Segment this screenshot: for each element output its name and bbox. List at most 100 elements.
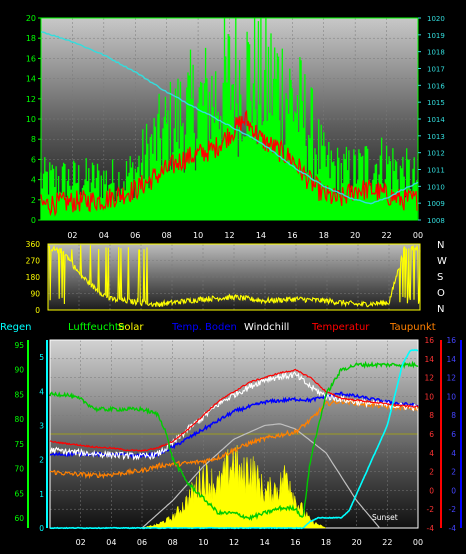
pressure-y-tick: 1011 xyxy=(427,167,445,175)
compass-letter: N xyxy=(437,304,444,315)
pressure-y-tick: 1017 xyxy=(427,66,445,74)
sunset-label: Sunset xyxy=(372,513,398,522)
direction-y-tick: 180 xyxy=(26,273,41,282)
ground-temp-y-tick: 14 xyxy=(446,355,456,364)
pressure-y-tick: 1009 xyxy=(427,200,445,208)
lower-x-tick: 12 xyxy=(229,538,239,547)
legend-item: Temp. Boden xyxy=(171,322,237,333)
wind-y-tick: 4 xyxy=(31,176,36,185)
pressure-y-tick: 1018 xyxy=(427,49,445,57)
temp-y-tick: 8 xyxy=(429,411,434,420)
rain-y-tick: 4 xyxy=(39,387,44,396)
wind-y-tick: 20 xyxy=(26,14,36,23)
lower-x-tick: 08 xyxy=(168,538,178,547)
direction-y-tick: 360 xyxy=(26,240,41,249)
wind-y-tick: 6 xyxy=(31,155,36,164)
temp-y-tick: 4 xyxy=(429,449,434,458)
wind-series xyxy=(40,18,419,220)
pressure-axis-title: Luftdruck xyxy=(371,2,421,14)
lower-x-tick: 14 xyxy=(260,538,270,547)
temp-y-tick: -2 xyxy=(427,505,435,514)
humidity-y-tick: 85 xyxy=(14,390,24,399)
legend-item: Taupunkt xyxy=(389,322,436,333)
wind-y-tick: 8 xyxy=(31,135,36,144)
pressure-y-tick: 1010 xyxy=(427,183,445,191)
legend-item: Luftfeuchte xyxy=(68,322,125,333)
rain-y-tick: 2 xyxy=(39,456,44,465)
wind-axis-title: Windstärke xyxy=(35,2,94,14)
lower-x-tick: 06 xyxy=(137,538,147,547)
temp-y-tick: -4 xyxy=(427,524,435,533)
ground-temp-y-tick: 16 xyxy=(446,336,456,345)
legend-item: Solar xyxy=(118,322,144,333)
lower-line-series xyxy=(49,349,419,530)
ground-temp-y-tick: 4 xyxy=(451,449,456,458)
humidity-y-tick: 80 xyxy=(14,415,24,424)
pressure-y-tick: 1013 xyxy=(427,133,445,141)
temp-y-tick: 10 xyxy=(424,392,434,401)
ground-temp-y-tick: 12 xyxy=(446,374,456,383)
pressure-y-tick: 1012 xyxy=(427,150,445,158)
wind-x-tick: 06 xyxy=(130,231,140,240)
direction-series xyxy=(47,245,421,308)
compass-letter: S xyxy=(437,272,443,283)
temp-y-tick: 12 xyxy=(424,374,434,383)
legend-item: Regen xyxy=(0,322,32,333)
rain-y-tick: 1 xyxy=(39,490,44,499)
wind-x-tick: 20 xyxy=(350,231,360,240)
temp-y-tick: 16 xyxy=(424,336,434,345)
wind-x-tick: 02 xyxy=(67,231,77,240)
temp-y-tick: 2 xyxy=(429,468,434,477)
wind-average-line xyxy=(40,109,418,217)
ground-temp-y-tick: 2 xyxy=(451,468,456,477)
humidity-y-tick: 75 xyxy=(14,440,24,449)
pressure-y-tick: 1015 xyxy=(427,99,445,107)
lower-x-tick: 10 xyxy=(198,538,208,547)
ground-temp-y-tick: -4 xyxy=(449,524,457,533)
lower-x-tick: 16 xyxy=(290,538,300,547)
wind-x-tick: 18 xyxy=(319,231,329,240)
humidity-y-tick: 95 xyxy=(14,341,24,350)
direction-y-tick: 0 xyxy=(35,306,40,315)
temp-y-tick: 6 xyxy=(429,430,434,439)
humidity-y-tick: 60 xyxy=(14,514,24,523)
ground-temp-y-tick: 0 xyxy=(451,486,456,495)
rain-y-tick: 5 xyxy=(39,353,44,362)
wind-x-tick: 00 xyxy=(413,231,423,240)
lower-x-tick: 18 xyxy=(321,538,331,547)
wind-y-tick: 16 xyxy=(26,54,36,63)
ground-temp-y-tick: 8 xyxy=(451,411,456,420)
wind-x-tick: 08 xyxy=(162,231,172,240)
lower-x-tick: 04 xyxy=(106,538,116,547)
humidity-y-tick: 90 xyxy=(14,366,24,375)
compass-letter: N xyxy=(437,240,444,251)
ground-temp-y-tick: 6 xyxy=(451,430,456,439)
direction-y-tick: 90 xyxy=(30,290,40,299)
windchill-line xyxy=(49,371,419,461)
temperature-line xyxy=(49,369,419,453)
pressure-y-tick: 1019 xyxy=(427,32,445,40)
temp-y-tick: 14 xyxy=(424,355,434,364)
compass-letter: W xyxy=(437,256,447,267)
rain-y-tick: 0 xyxy=(39,524,44,533)
wind-x-tick: 16 xyxy=(287,231,297,240)
pressure-line xyxy=(41,31,419,205)
pressure-y-tick: 1020 xyxy=(427,15,445,23)
wind-y-tick: 14 xyxy=(26,75,36,84)
direction-line xyxy=(47,245,421,308)
ground-temp-y-tick: -2 xyxy=(449,505,457,514)
legend-item: Windchill xyxy=(244,322,289,333)
wind-y-tick: 18 xyxy=(26,34,36,43)
direction-y-tick: 270 xyxy=(26,257,41,266)
legend-item: Temperatur xyxy=(311,322,370,333)
wind-y-tick: 2 xyxy=(31,196,36,205)
rain-y-tick: 3 xyxy=(39,421,44,430)
wind-x-tick: 22 xyxy=(381,231,391,240)
wind-x-tick: 12 xyxy=(224,231,234,240)
ground-temp-line xyxy=(49,391,419,460)
humidity-y-tick: 70 xyxy=(14,465,24,474)
wind-x-tick: 04 xyxy=(99,231,109,240)
